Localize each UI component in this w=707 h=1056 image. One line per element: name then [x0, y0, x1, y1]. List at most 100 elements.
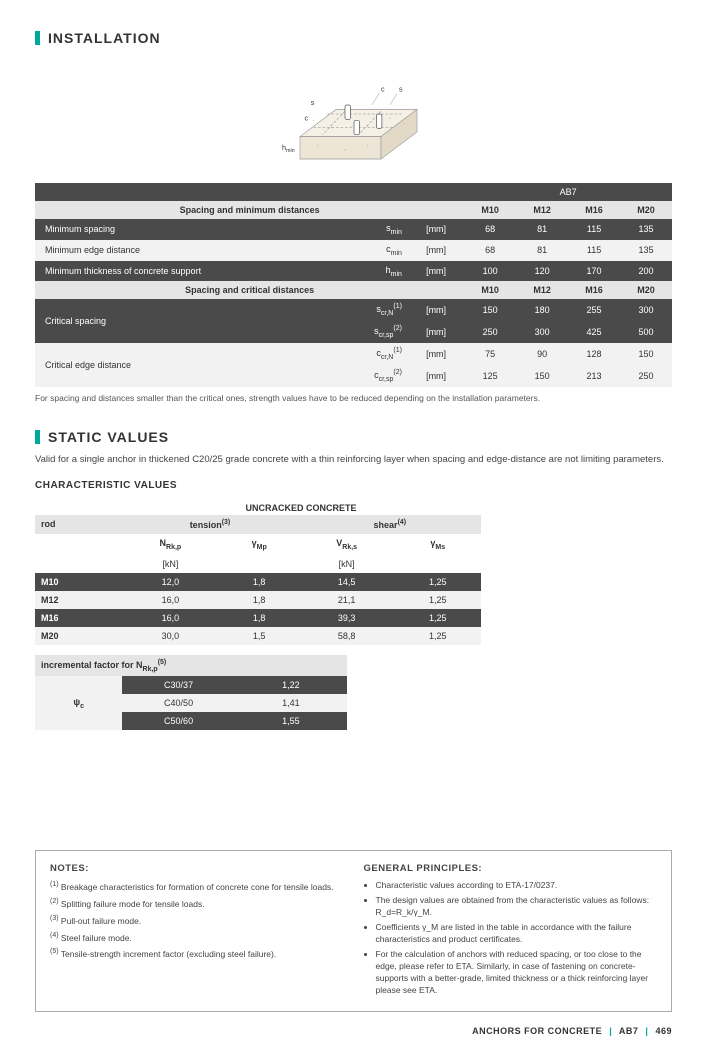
table-row-symbol: cmin	[338, 240, 408, 261]
table-cell: 150	[464, 299, 516, 321]
size-m20: M20	[620, 201, 672, 219]
table-cell: 135	[620, 219, 672, 240]
table-row-label: Critical edge distance	[35, 343, 338, 387]
table-row-unit: [mm]	[408, 219, 464, 240]
characteristic-table: UNCRACKED CONCRETE rod tension(3) shear(…	[35, 499, 481, 645]
table-row-symbol: scr,N(1)	[338, 299, 408, 321]
page-footer: ANCHORS FOR CONCRETE | AB7 | 469	[35, 1026, 672, 1036]
heading-text: INSTALLATION	[48, 30, 161, 46]
incfac-grade: C50/60	[122, 712, 234, 730]
notes-heading: NOTES:	[50, 863, 344, 874]
table-cell: 255	[568, 299, 620, 321]
footer-category: ANCHORS FOR CONCRETE	[472, 1026, 602, 1036]
incfac-grade: C30/37	[122, 676, 234, 694]
char-cell: 12,0	[121, 573, 219, 591]
table-cell: 250	[464, 321, 516, 343]
char-rod: M12	[35, 591, 121, 609]
table-cell: 200	[620, 261, 672, 282]
table-row-label: Minimum spacing	[35, 219, 338, 240]
char-cell: 1,25	[395, 573, 481, 591]
incfac-val: 1,22	[235, 676, 347, 694]
col-shear: shear(4)	[299, 515, 481, 534]
table-cell: 425	[568, 321, 620, 343]
general-item: For the calculation of anchors with redu…	[376, 949, 658, 997]
col-tension: tension(3)	[121, 515, 299, 534]
table-cell: 150	[516, 365, 568, 387]
table-cell: 115	[568, 219, 620, 240]
heading-bar	[35, 31, 40, 45]
heading-static-text: STATIC VALUES	[48, 429, 169, 445]
note-item: (1) Breakage characteristics for formati…	[50, 880, 344, 894]
table-cell: 300	[516, 321, 568, 343]
table-cell: 250	[620, 365, 672, 387]
table-row-unit: [mm]	[408, 321, 464, 343]
table-cell: 90	[516, 343, 568, 365]
char-cell: 1,8	[220, 591, 299, 609]
unit-kn-1: [kN]	[121, 555, 219, 573]
install-footnote: For spacing and distances smaller than t…	[35, 393, 672, 403]
sym-vrk: VRk,s	[299, 534, 395, 555]
table-cell: 150	[620, 343, 672, 365]
table-cell: 128	[568, 343, 620, 365]
table-cell: 500	[620, 321, 672, 343]
table-row-unit: [mm]	[408, 240, 464, 261]
table-cell: 120	[516, 261, 568, 282]
char-rod: M16	[35, 609, 121, 627]
char-cell: 58,8	[299, 627, 395, 645]
general-column: GENERAL PRINCIPLES: Characteristic value…	[364, 863, 658, 999]
svg-text:s: s	[399, 85, 403, 94]
table-cell: 75	[464, 343, 516, 365]
installation-table: AB7 Spacing and minimum distances M10 M1…	[35, 183, 672, 387]
heading-installation: INSTALLATION	[35, 30, 672, 46]
increment-factor-table: incremental factor for NRk,p(5) ψcC30/37…	[35, 655, 347, 731]
table-row-label: Minimum thickness of concrete support	[35, 261, 338, 282]
char-cell: 16,0	[121, 609, 219, 627]
col-rod: rod	[35, 515, 121, 534]
note-item: (4) Steel failure mode.	[50, 931, 344, 945]
table-row-symbol: scr,sp(2)	[338, 321, 408, 343]
table-row-label: Minimum edge distance	[35, 240, 338, 261]
unit-kn-2: [kN]	[299, 555, 395, 573]
sym-gms: γMs	[395, 534, 481, 555]
general-item: Coefficients γ_M are listed in the table…	[376, 922, 658, 946]
section-spacing-min: Spacing and minimum distances	[35, 201, 464, 219]
svg-text:c: c	[381, 85, 385, 94]
table-row-label: Critical spacing	[35, 299, 338, 343]
char-cell: 21,1	[299, 591, 395, 609]
notes-column: NOTES: (1) Breakage characteristics for …	[50, 863, 344, 999]
table-row-unit: [mm]	[408, 261, 464, 282]
char-cell: 1,25	[395, 627, 481, 645]
svg-text:s: s	[310, 98, 314, 107]
static-intro: Valid for a single anchor in thickened C…	[35, 453, 672, 466]
char-heading: CHARACTERISTIC VALUES	[35, 480, 672, 491]
product-header: AB7	[464, 183, 672, 201]
char-cell: 39,3	[299, 609, 395, 627]
table-cell: 68	[464, 219, 516, 240]
general-item: The design values are obtained from the …	[376, 895, 658, 919]
note-item: (5) Tensile-strength increment factor (e…	[50, 947, 344, 961]
char-cell: 1,25	[395, 609, 481, 627]
table-row-symbol: hmin	[338, 261, 408, 282]
sym-nrk: NRk,p	[121, 534, 219, 555]
char-cell: 14,5	[299, 573, 395, 591]
incfac-title: incremental factor for NRk,p(5)	[35, 655, 347, 677]
installation-diagram: c s s c hmin	[35, 54, 672, 177]
char-cell: 1,5	[220, 627, 299, 645]
table-cell: 81	[516, 219, 568, 240]
table-row-unit: [mm]	[408, 343, 464, 365]
size-m12: M12	[516, 201, 568, 219]
svg-text:hmin: hmin	[282, 143, 295, 154]
size-m20-b: M20	[620, 281, 672, 299]
size-m10-b: M10	[464, 281, 516, 299]
table-cell: 115	[568, 240, 620, 261]
table-cell: 170	[568, 261, 620, 282]
size-m16-b: M16	[568, 281, 620, 299]
size-m12-b: M12	[516, 281, 568, 299]
table-row-unit: [mm]	[408, 365, 464, 387]
table-cell: 135	[620, 240, 672, 261]
table-cell: 300	[620, 299, 672, 321]
table-cell: 100	[464, 261, 516, 282]
char-cell: 1,8	[220, 573, 299, 591]
heading-bar-2	[35, 430, 40, 444]
footer-sep-2: |	[645, 1026, 648, 1036]
